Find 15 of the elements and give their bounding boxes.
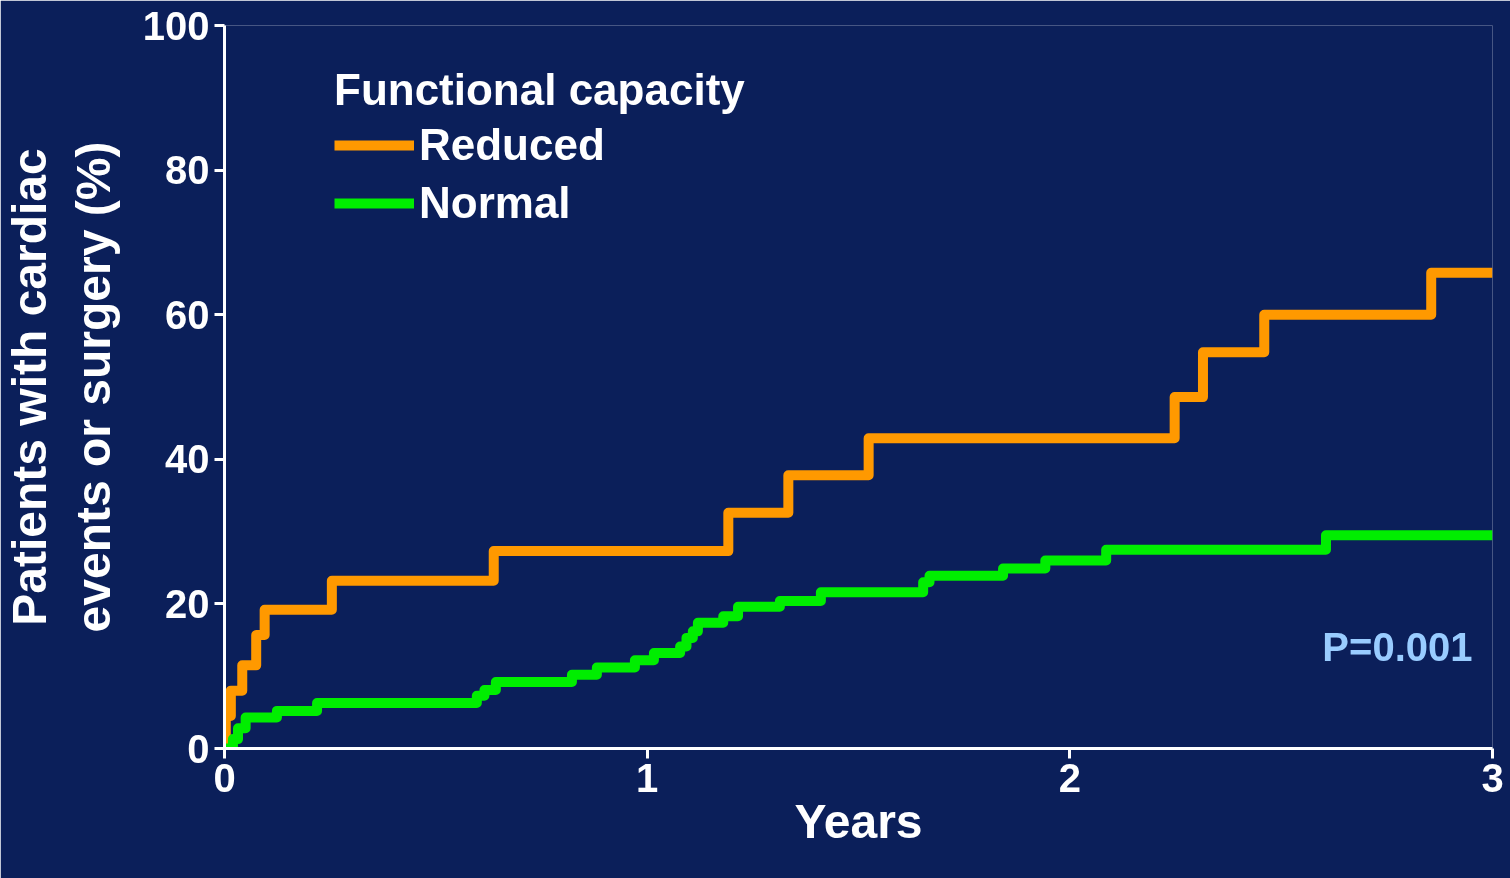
- legend-label: Reduced: [419, 120, 605, 170]
- y-tick-label: 20: [165, 581, 210, 626]
- y-tick-label: 100: [142, 3, 210, 48]
- annotation: P=0.001: [1322, 624, 1473, 669]
- x-tick-label: 3: [1481, 755, 1504, 800]
- legend-label: Normal: [419, 178, 571, 228]
- y-tick-label: 60: [165, 292, 210, 337]
- y-tick-label: 40: [165, 437, 210, 482]
- x-axis-title: Years: [794, 794, 923, 848]
- x-tick-label: 1: [636, 755, 659, 800]
- legend-title: Functional capacity: [334, 65, 745, 115]
- y-tick-label: 0: [187, 726, 210, 771]
- x-tick-label: 2: [1058, 755, 1081, 800]
- y-axis-title: Patients with cardiac events or surgery (%): [3, 141, 120, 633]
- y-tick-label: 80: [165, 148, 210, 193]
